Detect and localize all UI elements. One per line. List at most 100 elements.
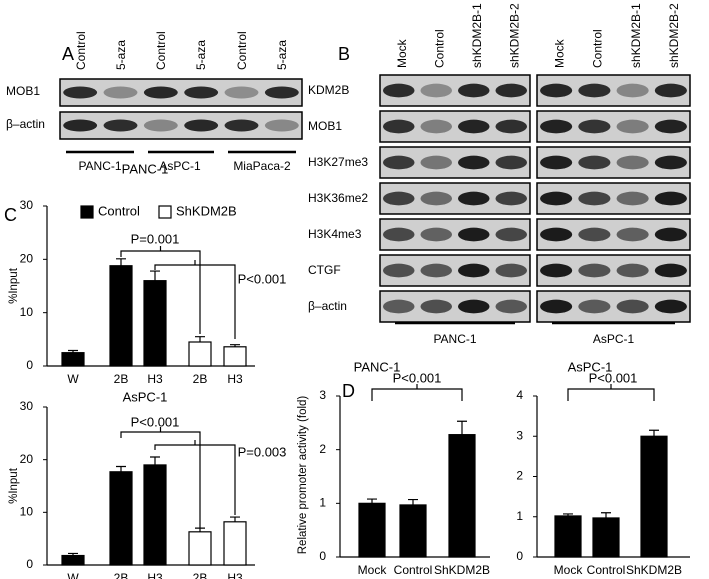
blot-band <box>616 263 649 278</box>
blot-band <box>383 119 415 134</box>
blot-band <box>540 299 573 314</box>
chart-title: PANC-1 <box>354 359 401 374</box>
bracket <box>120 246 201 334</box>
legend-label: Control <box>98 203 140 218</box>
blot-band <box>654 191 687 206</box>
y-tick-label: 3 <box>319 388 326 402</box>
error-bar <box>195 336 205 342</box>
x-tick-label: ShKDM2B <box>434 563 490 577</box>
blot-band <box>184 86 219 99</box>
blot-band <box>616 299 649 314</box>
blot-band <box>264 86 299 99</box>
blot-band <box>383 263 415 278</box>
bar <box>143 280 167 367</box>
error-bar <box>150 456 160 465</box>
row-label: H3K27me3 <box>308 155 368 169</box>
blot-band <box>540 191 573 206</box>
error-bar <box>649 429 659 437</box>
blot-band <box>578 299 611 314</box>
x-tick-label: H3 <box>227 571 243 579</box>
blot-band <box>578 83 611 98</box>
blot-band <box>420 83 452 98</box>
blot-band <box>578 227 611 242</box>
y-tick-label: 20 <box>20 252 34 266</box>
y-axis-label: %Input <box>8 267 20 304</box>
blot-band <box>458 191 490 206</box>
column-label: Control <box>432 29 446 68</box>
bracket <box>154 440 236 515</box>
column-label: Control <box>235 31 249 70</box>
panel-letter: B <box>338 44 350 64</box>
blot-band <box>458 155 490 170</box>
bar <box>143 464 167 566</box>
column-label: shKDM2B-2 <box>667 3 681 68</box>
bar <box>109 471 133 566</box>
blot-band <box>540 227 573 242</box>
blot-band <box>654 155 687 170</box>
blot-band <box>495 227 527 242</box>
cell-line-label: MiaPaca-2 <box>233 159 291 173</box>
blot-band <box>103 119 138 132</box>
blot-band <box>184 119 219 132</box>
row-label: MOB1 <box>6 84 40 98</box>
blot-band <box>63 119 98 132</box>
cell-line-label: AsPC-1 <box>593 332 635 346</box>
blot-band <box>616 83 649 98</box>
blot-band <box>654 227 687 242</box>
y-tick-label: 4 <box>516 388 523 402</box>
column-label: shKDM2B-1 <box>470 3 484 68</box>
column-label: Control <box>591 29 605 68</box>
y-tick-label: 1 <box>319 496 326 510</box>
blot-band <box>63 86 98 99</box>
column-label: Control <box>154 31 168 70</box>
blot-band <box>540 155 573 170</box>
blot-band <box>383 299 415 314</box>
bar <box>188 531 212 566</box>
y-tick-label: 10 <box>20 505 34 519</box>
bar <box>188 341 212 367</box>
bar <box>640 435 668 558</box>
panel-letter: A <box>62 44 74 64</box>
annotation: P<0.001 <box>238 271 287 286</box>
error-bar <box>68 552 78 556</box>
x-tick-label: Mock <box>358 563 388 577</box>
cell-line-label: PANC-1 <box>78 159 121 173</box>
blot-band <box>224 86 259 99</box>
y-tick-label: 0 <box>319 549 326 563</box>
column-label: Control <box>74 31 88 70</box>
blot-band <box>495 299 527 314</box>
blot-band <box>616 191 649 206</box>
blot-band <box>458 119 490 134</box>
y-tick-label: 1 <box>516 509 523 523</box>
x-tick-label: 2B <box>193 571 208 579</box>
column-label: shKDM2B-2 <box>507 3 521 68</box>
chart-title: AsPC-1 <box>123 389 168 404</box>
legend-label: ShKDM2B <box>176 203 237 218</box>
bar <box>61 352 85 367</box>
error-bar <box>150 270 160 281</box>
blot-band <box>420 155 452 170</box>
blot-band <box>103 86 138 99</box>
y-tick-label: 10 <box>20 305 34 319</box>
bar <box>399 504 427 558</box>
y-tick-label: 0 <box>26 358 33 372</box>
column-label: 5-aza <box>194 40 208 70</box>
x-tick-label: H3 <box>147 571 163 579</box>
row-label: CTGF <box>308 263 341 277</box>
y-axis-label: %Input <box>8 467 20 504</box>
cell-line-label: AsPC-1 <box>159 159 201 173</box>
blot-band <box>495 119 527 134</box>
blot-band <box>540 119 573 134</box>
x-tick-label: Mock <box>554 563 584 577</box>
error-bar <box>230 344 240 347</box>
panel-letter: D <box>342 381 355 401</box>
blot-band <box>578 119 611 134</box>
bracket <box>120 427 201 528</box>
blot-band <box>143 119 178 132</box>
blot-band <box>383 191 415 206</box>
annotation: P<0.001 <box>131 414 180 429</box>
x-tick-label: 2B <box>114 372 129 386</box>
blot-band <box>654 83 687 98</box>
row-label: H3K4me3 <box>308 227 362 241</box>
